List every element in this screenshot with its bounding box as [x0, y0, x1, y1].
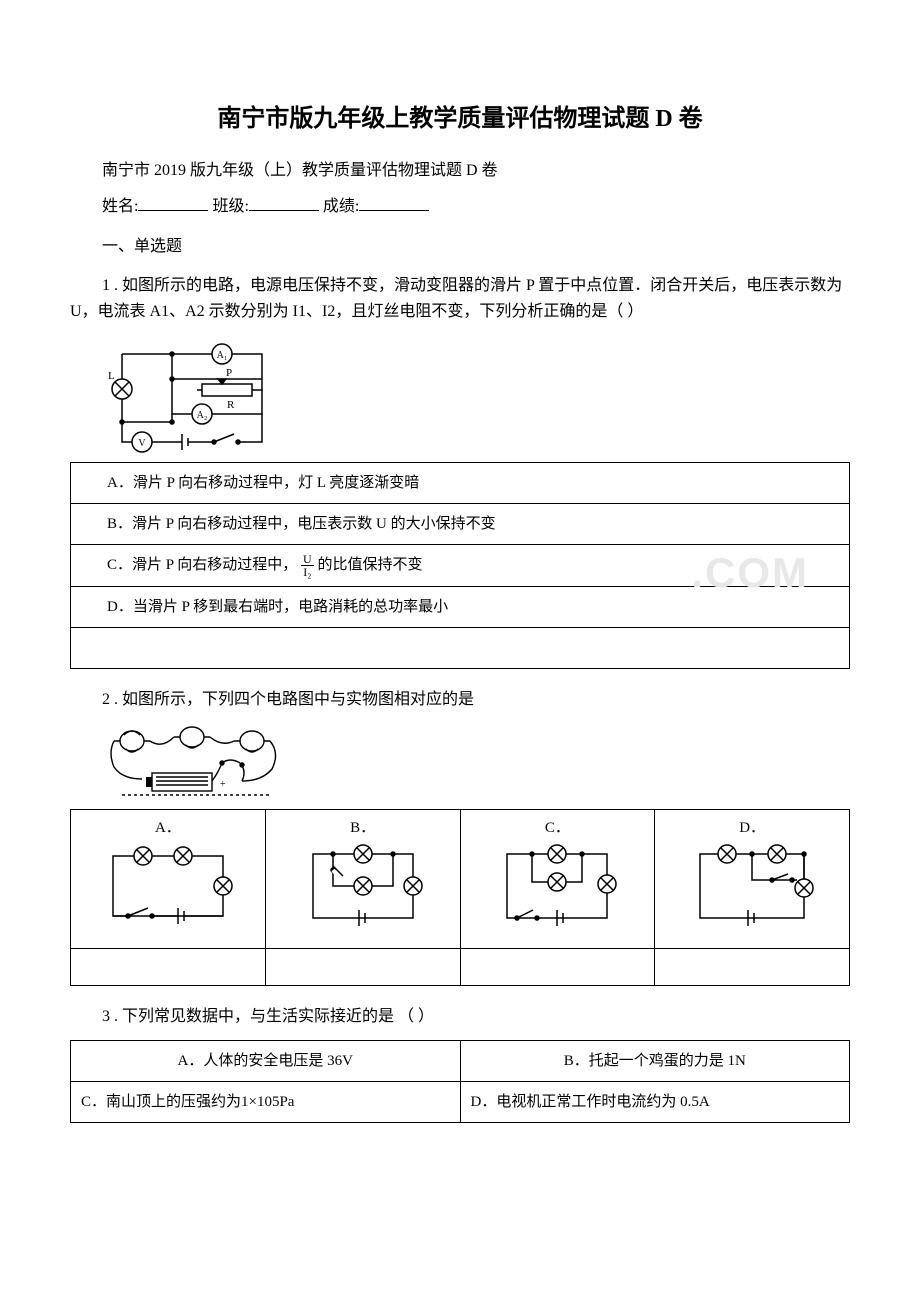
- q1-option-d[interactable]: D．当滑片 P 移到最右端时，电路消耗的总功率最小: [71, 587, 850, 628]
- q3-option-c[interactable]: C．南山顶上的压强约为1×105Pa: [71, 1081, 461, 1122]
- q2-physical-figure: +: [102, 723, 850, 801]
- q3-stem: 3 . 下列常见数据中，与生活实际接近的是 （ ）: [70, 1004, 850, 1030]
- q1-options-table: A．滑片 P 向右移动过程中，灯 L 亮度逐渐变暗 B．滑片 P 向右移动过程中…: [70, 462, 850, 669]
- name-blank[interactable]: [138, 194, 208, 211]
- svg-text:A₁: A₁: [217, 350, 228, 361]
- q2-label-d: D．: [661, 816, 843, 840]
- name-label: 姓名:: [102, 198, 138, 215]
- q2-option-a[interactable]: A．: [71, 810, 266, 949]
- page-title: 南宁市版九年级上教学质量评估物理试题 D 卷: [70, 100, 850, 138]
- student-fields: 姓名: 班级: 成绩:: [70, 194, 850, 220]
- q3-option-a[interactable]: A．人体的安全电压是 36V: [71, 1040, 461, 1081]
- q2-options-table: A． B．: [70, 809, 850, 986]
- q1-option-b[interactable]: B．滑片 P 向右移动过程中，电压表示数 U 的大小保持不变: [71, 504, 850, 545]
- subtitle: 南宁市 2019 版九年级（上）教学质量评估物理试题 D 卷: [70, 158, 850, 184]
- class-label: 班级:: [212, 198, 248, 215]
- q1-option-a[interactable]: A．滑片 P 向右移动过程中，灯 L 亮度逐渐变暗: [71, 463, 850, 504]
- q1-circuit-figure: A₁ L P R A₂ V: [102, 334, 850, 454]
- svg-text:P: P: [226, 367, 232, 379]
- q2-label-c: C．: [467, 816, 649, 840]
- q3-options-table: A．人体的安全电压是 36V B．托起一个鸡蛋的力是 1N C．南山顶上的压强约…: [70, 1040, 850, 1123]
- q1-optc-pre: C．滑片 P 向右移动过程中，: [107, 557, 297, 573]
- q2-empty-c: [460, 949, 655, 986]
- svg-text:R: R: [227, 399, 235, 411]
- score-blank[interactable]: [359, 194, 429, 211]
- q3-option-d[interactable]: D．电视机正常工作时电流约为 0.5A: [460, 1081, 850, 1122]
- svg-text:+: +: [220, 779, 226, 790]
- q1-stem: 1 . 如图所示的电路，电源电压保持不变，滑动变阻器的滑片 P 置于中点位置．闭…: [70, 273, 850, 324]
- q3-option-b[interactable]: B．托起一个鸡蛋的力是 1N: [460, 1040, 850, 1081]
- q2-stem: 2 . 如图所示，下列四个电路图中与实物图相对应的是: [70, 687, 850, 713]
- score-label: 成绩:: [323, 198, 359, 215]
- q2-option-d[interactable]: D．: [655, 810, 850, 949]
- q2-label-a: A．: [77, 816, 259, 840]
- q2-empty-b: [265, 949, 460, 986]
- q2-empty-a: [71, 949, 266, 986]
- svg-text:V: V: [138, 438, 146, 449]
- q2-option-b[interactable]: B．: [265, 810, 460, 949]
- svg-text:A₂: A₂: [197, 410, 208, 421]
- fraction-icon: U I₂: [301, 553, 314, 578]
- q2-empty-d: [655, 949, 850, 986]
- q1-option-c[interactable]: C．滑片 P 向右移动过程中， U I₂ 的比值保持不变 .COM: [71, 545, 850, 587]
- q2-label-b: B．: [272, 816, 454, 840]
- class-blank[interactable]: [249, 194, 319, 211]
- q1-optc-post: 的比值保持不变: [317, 557, 422, 573]
- svg-text:L: L: [108, 370, 115, 382]
- q1-empty-row: [71, 628, 850, 669]
- section-1-heading: 一、单选题: [70, 234, 850, 260]
- q2-option-c[interactable]: C．: [460, 810, 655, 949]
